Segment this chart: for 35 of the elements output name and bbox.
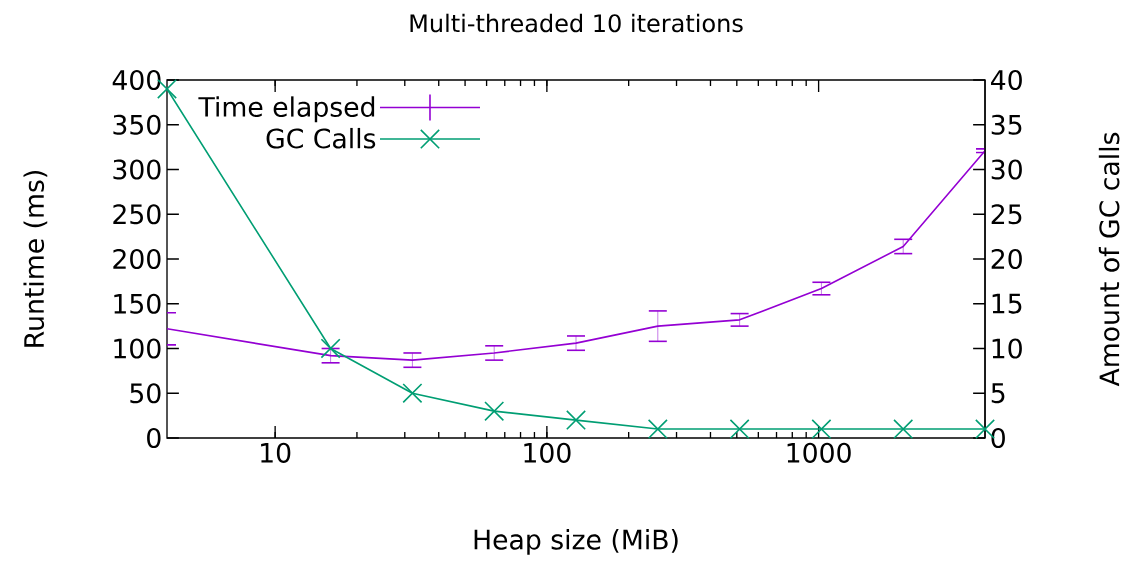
y-tick-label: 250: [113, 204, 161, 225]
y-axis-title: Runtime (ms): [23, 171, 48, 347]
y2-tick-label: 5: [991, 383, 1005, 404]
x-tick-label: 10: [261, 442, 291, 463]
y2-tick-label: 25: [991, 204, 1022, 225]
x-tick-label: 100: [524, 442, 571, 463]
y2-axis-title: Amount of GC calls: [1098, 132, 1120, 387]
legend-label: GC Calls: [266, 127, 376, 149]
y2-tick-label: 10: [992, 338, 1022, 359]
chart-title: Multi-threaded 10 iterations: [410, 13, 743, 33]
point: [729, 419, 750, 440]
y2-tick-label: 35: [991, 114, 1022, 135]
y2-tick-label: 20: [991, 248, 1022, 270]
point: [566, 410, 586, 431]
y-tick-label: 150: [114, 293, 161, 314]
y-tick-label: 0: [147, 427, 161, 449]
y2-tick-label: 30: [991, 159, 1022, 180]
x-tick-label: 1000: [787, 442, 851, 463]
y-tick-label: 300: [113, 159, 161, 180]
y2-tick-label: 15: [992, 293, 1022, 314]
y2-tick-label: 40: [991, 69, 1022, 91]
x-axis-title: Heap size (MiB): [474, 529, 678, 555]
point: [484, 401, 505, 422]
point: [893, 419, 914, 440]
point: [811, 419, 832, 440]
y2-tick-label: 0: [991, 427, 1005, 449]
point: [647, 419, 668, 440]
y-tick-label: 400: [112, 69, 161, 91]
point: [402, 383, 423, 404]
y-tick-label: 100: [114, 338, 161, 359]
point: [320, 338, 341, 359]
legend-label: Time elapsed: [198, 96, 375, 123]
y-tick-label: 200: [113, 248, 161, 270]
y-tick-label: 350: [113, 114, 161, 135]
y-tick-label: 50: [130, 383, 161, 404]
